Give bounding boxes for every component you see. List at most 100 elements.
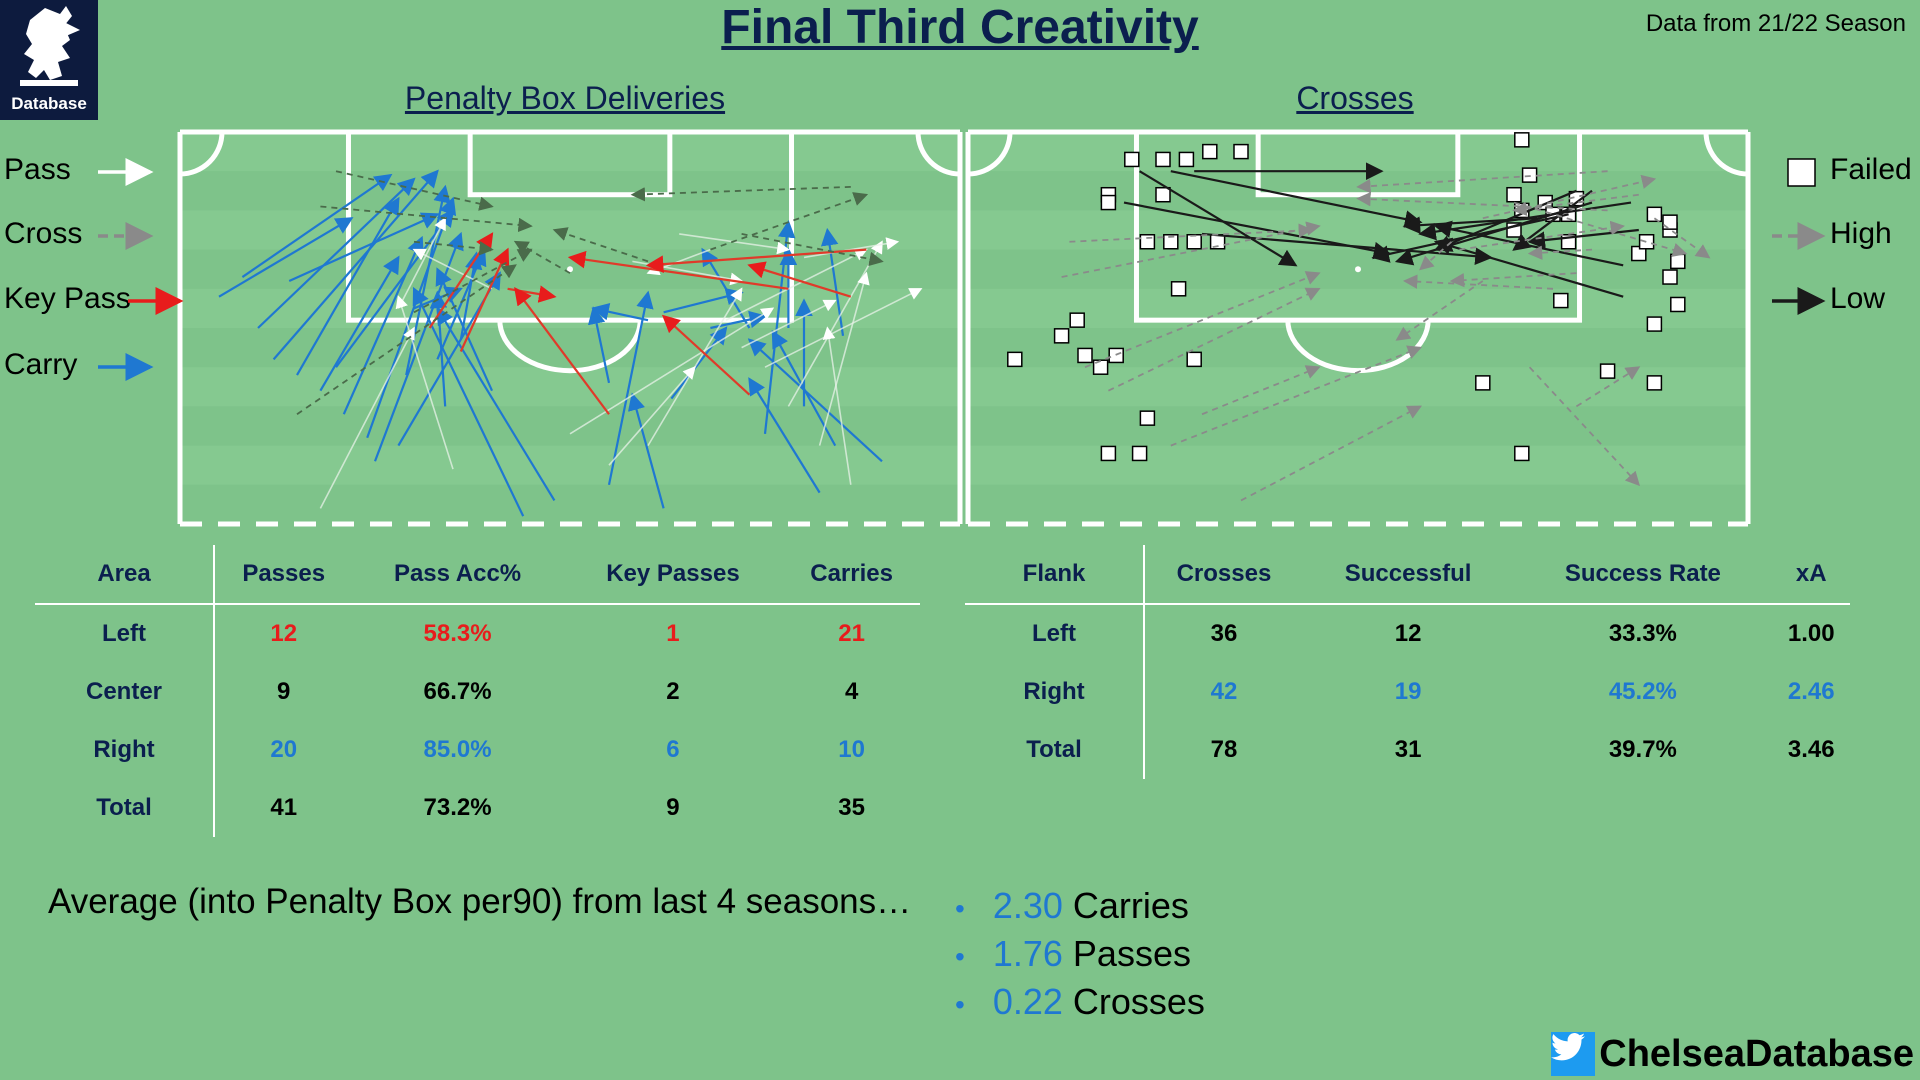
carry-arrow: [436, 306, 556, 502]
carry-arrow: [820, 227, 845, 337]
legend-keypass-label: Key Pass: [4, 282, 131, 315]
table-cell: 78: [1210, 736, 1238, 763]
legend-cross-label: Cross: [4, 217, 83, 250]
cross-arrow: [741, 233, 884, 267]
list-item: • 0.22 Crosses: [955, 981, 1205, 1022]
failed-cross-marker: [1662, 214, 1678, 230]
failed-cross-marker: [1506, 186, 1522, 203]
failed-cross-marker: [1139, 234, 1156, 250]
pass-arrow: [412, 248, 493, 290]
table-row: Total 78 31 39.7% 3.46: [965, 721, 1850, 779]
row-label: Left: [35, 604, 215, 663]
cross-arrow: [320, 205, 533, 233]
right-panel-title: Crosses: [1296, 80, 1414, 116]
table-row: Right 20 85.0% 6 10: [35, 721, 920, 779]
table-cell: 9: [277, 678, 291, 705]
pass-arrow: [569, 307, 775, 435]
table-cell: 3.46: [1787, 736, 1835, 763]
carry-arrow: [701, 247, 751, 329]
pass-arrow: [319, 326, 415, 509]
pass-arrow: [608, 365, 696, 466]
high-cross-arrow: [1403, 274, 1554, 290]
table-cell: 1: [666, 620, 680, 647]
carry-arrow: [748, 377, 821, 494]
table-cell: 31: [1394, 736, 1422, 763]
high-cross-arrow: [1575, 366, 1641, 408]
table-cell: 85.0%: [423, 736, 492, 763]
carry-arrow: [241, 173, 393, 278]
cross-arrow: [413, 248, 533, 314]
table-cell: 58.3%: [423, 620, 492, 647]
high-cross-arrow: [1482, 174, 1657, 220]
failed-cross-marker: [1514, 132, 1530, 148]
high-cross-arrow: [1084, 271, 1321, 369]
high-cross-arrow: [1653, 217, 1711, 259]
failed-cross-marker: [1053, 328, 1070, 344]
failed-cross-marker: [1155, 151, 1171, 168]
high-cross-arrow: [1459, 220, 1625, 251]
carry-arrow: [663, 287, 744, 314]
list-item: • 2.30 Carries: [955, 885, 1189, 926]
table-cell: 6: [666, 736, 680, 763]
pass-arrow: [803, 237, 900, 259]
carry-arrow: [218, 217, 354, 298]
table-header: Area: [35, 545, 215, 605]
row-label: Center: [35, 663, 215, 721]
row-label: Right: [35, 721, 215, 779]
table-cell: 2: [666, 678, 680, 705]
row-label: Total: [965, 721, 1145, 779]
high-cross-arrow: [1108, 287, 1321, 392]
carry-arrow: [288, 212, 440, 282]
table-cell: 45.2%: [1608, 678, 1677, 705]
low-cross-arrow: [1433, 237, 1624, 298]
table-header: Flank: [965, 545, 1145, 605]
table-header: Crosses: [1144, 545, 1303, 605]
high-cross-arrow: [1356, 192, 1608, 212]
table-cell: 21: [838, 620, 865, 647]
penalty-box-pitch: [177, 129, 963, 527]
table-cell: 36: [1210, 620, 1238, 647]
pitch-maps: [98, 129, 1826, 527]
failed-cross-marker: [1155, 186, 1171, 203]
failed-cross-marker: [1233, 143, 1249, 160]
average-value: 2.30: [992, 885, 1063, 926]
table-header: xA: [1772, 545, 1850, 605]
table-cell: 12: [270, 620, 298, 647]
low-cross-arrow: [1139, 170, 1298, 267]
legend-carry-label: Carry: [4, 348, 78, 381]
table-header: Key Passes: [562, 545, 784, 605]
table-cell: 39.7%: [1608, 736, 1677, 763]
average-value: 1.76: [992, 933, 1063, 974]
legend-low-label: Low: [1830, 282, 1886, 315]
carry-arrow: [412, 286, 525, 517]
failed-cross-marker: [1202, 143, 1218, 160]
high-cross-arrow: [1449, 272, 1577, 288]
legend-pass-label: Pass: [4, 153, 71, 186]
pass-arrow: [822, 326, 852, 485]
brand-handle[interactable]: ChelseaDatabase: [1551, 1032, 1914, 1076]
failed-cross-marker: [1646, 316, 1663, 332]
high-cross-arrow: [1419, 241, 1453, 271]
failed-cross-marker: [1139, 410, 1156, 426]
cross-arrow: [296, 264, 517, 415]
pass-arrow: [818, 271, 870, 446]
failed-cross-marker: [1475, 375, 1491, 391]
table-header: Carries: [783, 545, 920, 605]
table-header: Successful: [1302, 545, 1514, 605]
carry-arrow: [366, 196, 457, 439]
key-pass-arrow: [645, 248, 867, 273]
carry-arrow: [747, 338, 883, 463]
crosses-table: Flank Crosses Successful Success Rate xA…: [965, 545, 1850, 779]
failed-cross-marker: [1186, 351, 1202, 368]
legend-high-label: High: [1830, 217, 1892, 250]
pass-arrow: [741, 299, 837, 349]
cross-arrow: [335, 170, 494, 211]
row-label: Left: [965, 604, 1145, 663]
low-cross-arrow: [1371, 213, 1569, 263]
carry-arrow: [296, 196, 400, 376]
table-cell: 66.7%: [423, 678, 492, 705]
list-item: • 1.76 Passes: [955, 933, 1191, 974]
season-note: Data from 21/22 Season: [1645, 10, 1906, 37]
average-label: Passes: [1072, 933, 1191, 974]
logo-wordmark: Database: [11, 94, 87, 113]
